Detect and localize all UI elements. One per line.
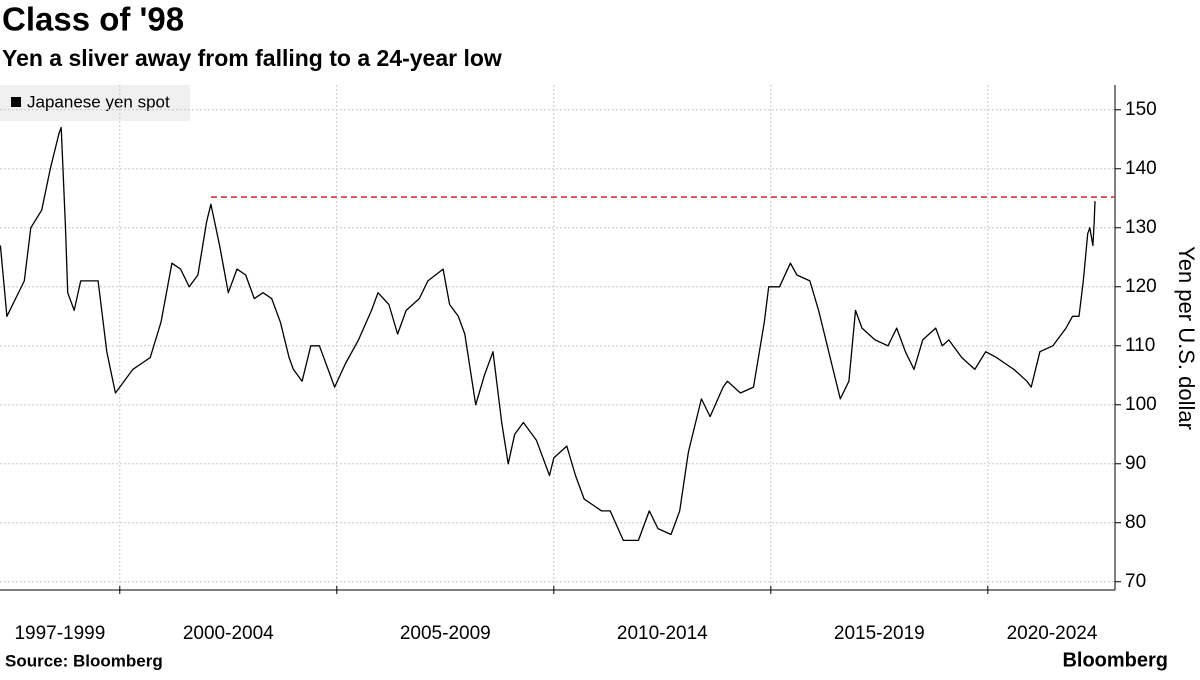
- brand: Bloomberg: [1062, 649, 1168, 671]
- legend-box: [0, 85, 190, 121]
- y-tick-label: 130: [1125, 217, 1157, 238]
- y-tick-label: 100: [1125, 394, 1157, 415]
- y-axis-label: Yen per U.S. dollar: [1174, 246, 1199, 430]
- y-tick-label: 90: [1125, 453, 1146, 474]
- series-line: [0, 126, 1096, 542]
- x-period-label: 2005-2009: [400, 623, 491, 644]
- y-tick-label: 120: [1125, 276, 1157, 297]
- y-tick-label: 140: [1125, 158, 1157, 179]
- chart-subtitle: Yen a sliver away from falling to a 24-y…: [2, 45, 502, 71]
- y-tick-label: 80: [1125, 512, 1146, 533]
- y-tick-label: 70: [1125, 571, 1146, 592]
- x-period-label: 2010-2014: [617, 623, 708, 644]
- x-period-label: 2000-2004: [183, 623, 274, 644]
- x-period-label: 2020-2024: [1007, 623, 1098, 644]
- chart-title: Class of '98: [2, 1, 184, 38]
- legend-label: Japanese yen spot: [27, 92, 170, 111]
- legend-swatch: [11, 97, 21, 107]
- source: Source: Bloomberg: [5, 651, 163, 670]
- y-tick-label: 150: [1125, 99, 1157, 120]
- x-period-label: 2015-2019: [834, 623, 925, 644]
- y-tick-label: 110: [1125, 335, 1155, 356]
- x-period-label: 1997-1999: [14, 623, 105, 644]
